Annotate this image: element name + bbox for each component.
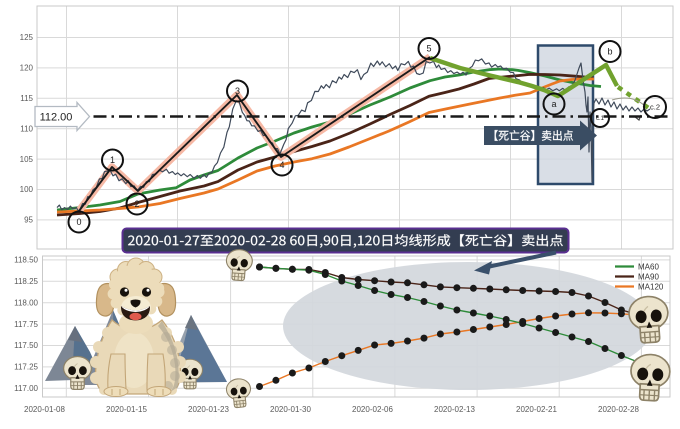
svg-text:118.25: 118.25 <box>14 277 38 286</box>
svg-text:117.00: 117.00 <box>14 384 38 393</box>
svg-text:MA90: MA90 <box>638 273 659 282</box>
svg-text:5: 5 <box>426 44 431 54</box>
svg-text:115: 115 <box>20 94 33 103</box>
svg-text:118.50: 118.50 <box>14 256 38 265</box>
svg-text:a: a <box>551 99 556 109</box>
svg-text:2020-02-28: 2020-02-28 <box>598 405 639 414</box>
svg-text:2020-02-13: 2020-02-13 <box>434 405 475 414</box>
svg-text:112.00: 112.00 <box>40 112 73 124</box>
svg-text:2020-02-06: 2020-02-06 <box>352 405 393 414</box>
svg-text:c.2: c.2 <box>650 103 660 112</box>
svg-text:117.75: 117.75 <box>14 320 38 329</box>
svg-text:2020-01-15: 2020-01-15 <box>106 405 147 414</box>
svg-text:2020-02-21: 2020-02-21 <box>516 405 557 414</box>
svg-text:95: 95 <box>24 216 33 225</box>
svg-text:2020-01-08: 2020-01-08 <box>24 405 65 414</box>
svg-text:2: 2 <box>134 199 139 209</box>
svg-text:1: 1 <box>110 155 115 165</box>
svg-text:2020-01-30: 2020-01-30 <box>270 405 311 414</box>
svg-text:118.00: 118.00 <box>14 298 38 307</box>
svg-text:100: 100 <box>20 185 34 194</box>
svg-text:105: 105 <box>20 155 34 164</box>
svg-text:117.50: 117.50 <box>14 341 38 350</box>
svg-text:117.25: 117.25 <box>14 363 38 372</box>
svg-text:3: 3 <box>235 86 240 96</box>
svg-text:0: 0 <box>76 217 81 227</box>
svg-text:b: b <box>607 47 612 57</box>
svg-text:MA120: MA120 <box>638 283 664 292</box>
svg-text:c.1: c.1 <box>596 116 605 122</box>
svg-text:MA60: MA60 <box>638 263 659 272</box>
svg-text:110: 110 <box>20 124 33 133</box>
svg-text:2020-01-23: 2020-01-23 <box>188 405 229 414</box>
svg-text:4: 4 <box>279 160 284 170</box>
svg-text:120: 120 <box>20 64 34 73</box>
svg-text:125: 125 <box>20 33 34 42</box>
